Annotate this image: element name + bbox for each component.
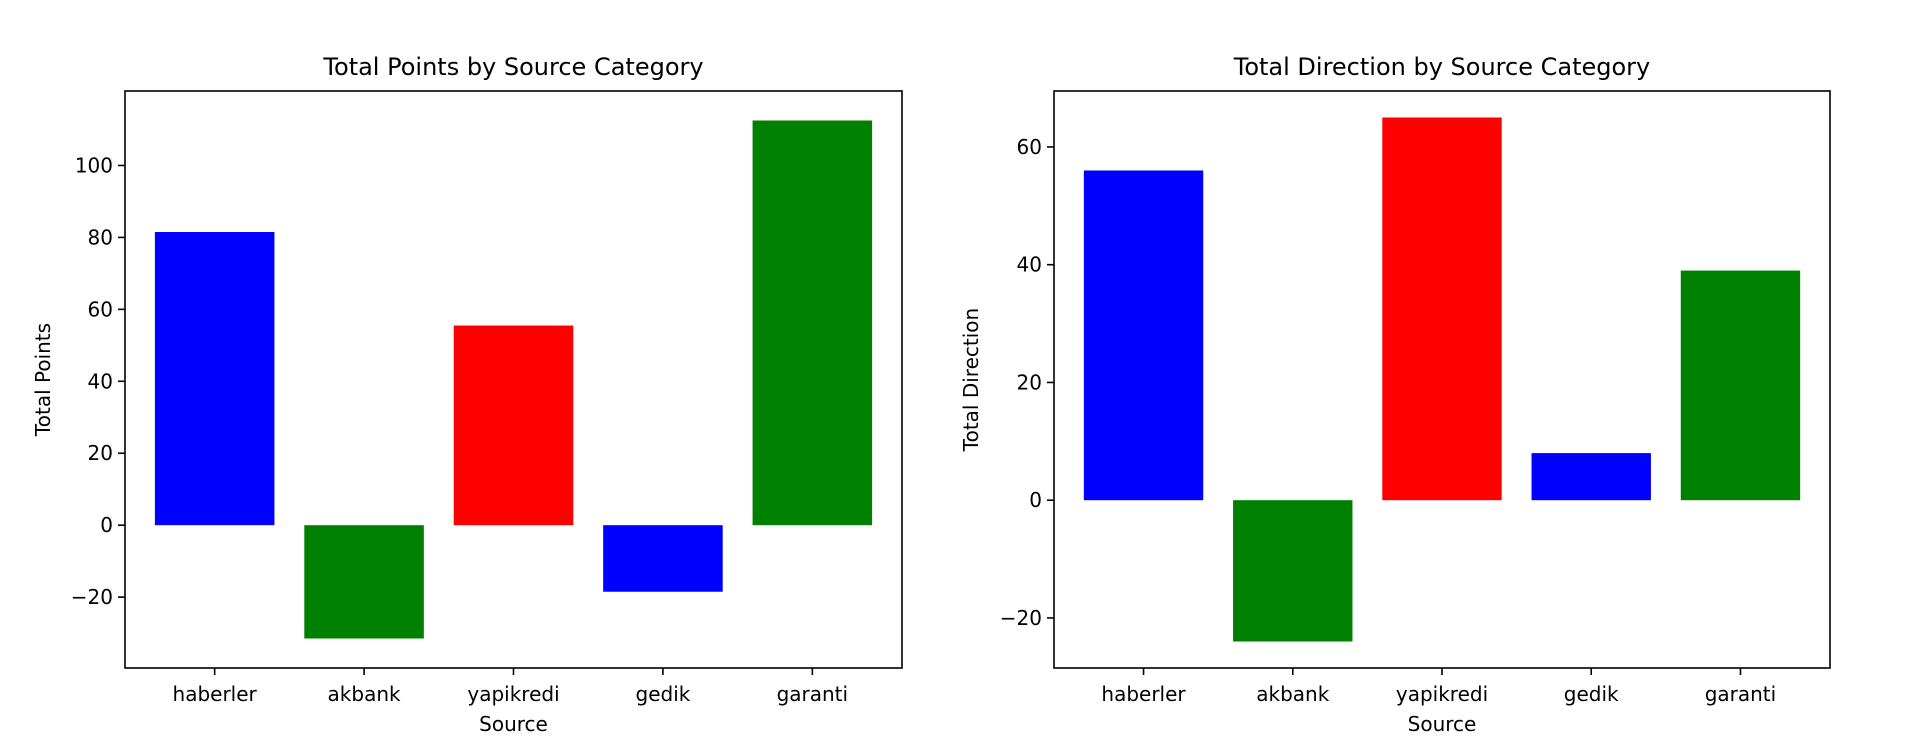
y-tick-label: 40 (1017, 253, 1042, 277)
x-tick-label: akbank (1256, 682, 1329, 706)
bar-akbank (1233, 500, 1353, 642)
x-tick-label: gedik (1564, 682, 1619, 706)
x-tick-label: haberler (1101, 682, 1186, 706)
bar-garanti (1680, 270, 1801, 501)
y-axis-label: Total Points (31, 323, 55, 437)
chart-right: −20 0 20 40 60 haberler akbank yapikredi gedik ga… (959, 53, 1831, 736)
x-tick-label: garanti (777, 682, 849, 706)
y-tick-label: 0 (100, 513, 113, 537)
x-axis-label: Source (479, 712, 548, 736)
x-tick-label: akbank (328, 682, 401, 706)
bar-gedik (603, 525, 723, 592)
x-tick-label: yapikredi (1396, 682, 1488, 706)
x-axis-label: Source (1408, 712, 1477, 736)
y-tick-label: 0 (1029, 488, 1042, 512)
y-tick-label: −20 (71, 585, 113, 609)
bar-gedik (1531, 453, 1651, 501)
y-tick-label: 100 (75, 153, 113, 177)
x-tick-label: gedik (636, 682, 691, 706)
y-tick-label: 80 (88, 225, 113, 249)
y-tick-label: −20 (1000, 606, 1042, 630)
bar-haberler (154, 232, 275, 526)
x-tick-label: haberler (173, 682, 258, 706)
bar-yapikredi (1382, 117, 1502, 501)
x-tick-label: yapikredi (467, 682, 559, 706)
bar-akbank (304, 525, 424, 639)
bar-haberler (1083, 170, 1204, 501)
chart-title: Total Direction by Source Category (1233, 53, 1650, 81)
y-tick-label: 60 (1017, 135, 1042, 159)
y-tick-label: 40 (88, 369, 113, 393)
y-tick-label: 60 (88, 297, 113, 321)
x-tick-label: garanti (1705, 682, 1777, 706)
chart-left: −20 0 20 40 60 80 100 haberler akbank yapikredi ge… (31, 53, 903, 736)
bar-yapikredi (453, 325, 574, 526)
bar-garanti (752, 120, 873, 526)
y-tick-label: 20 (1017, 370, 1042, 394)
chart-title: Total Points by Source Category (322, 53, 703, 81)
y-tick-label: 20 (88, 441, 113, 465)
y-axis-label: Total Direction (959, 308, 983, 452)
